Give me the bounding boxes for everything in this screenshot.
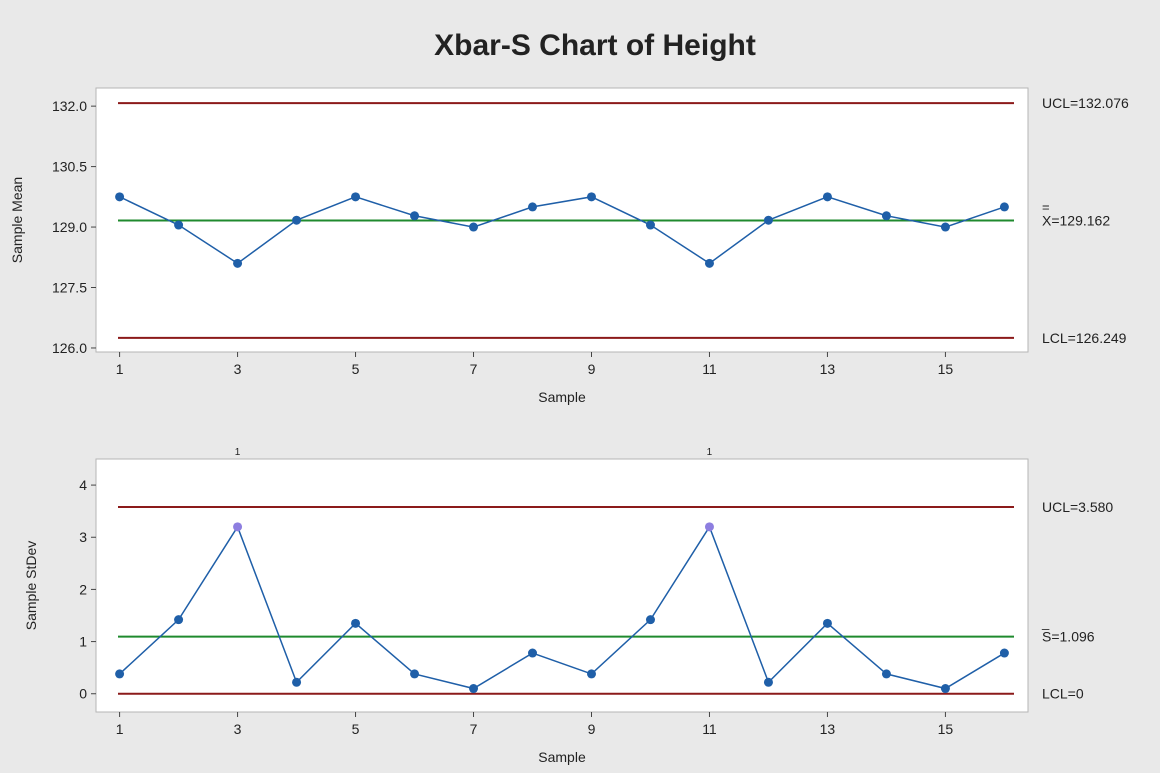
x-tick-label: 13 — [820, 721, 836, 737]
data-point — [999, 648, 1009, 658]
data-point — [292, 677, 302, 687]
y-axis-label: Sample StDev — [23, 541, 39, 630]
x-tick-label: 7 — [470, 361, 478, 377]
data-point — [763, 215, 773, 225]
data-point — [351, 192, 361, 202]
x-tick-label: 11 — [702, 721, 717, 737]
flag-label: 1 — [235, 447, 241, 458]
data-point — [528, 202, 538, 212]
data-point — [115, 669, 125, 679]
x-tick-label: 9 — [588, 721, 596, 737]
y-tick-label: 126.0 — [52, 340, 87, 356]
center-label: X=129.162 — [1042, 213, 1110, 229]
x-tick-label: 3 — [234, 721, 242, 737]
data-point — [174, 220, 184, 230]
data-point — [469, 684, 479, 694]
data-point — [233, 258, 243, 268]
x-axis-label: Sample — [538, 749, 586, 765]
x-tick-label: 5 — [352, 361, 360, 377]
x-tick-label: 5 — [352, 721, 360, 737]
data-point — [999, 202, 1009, 212]
ucl-label: UCL=3.580 — [1042, 499, 1113, 515]
y-tick-label: 3 — [79, 529, 87, 545]
flag-label: 1 — [707, 447, 713, 458]
x-tick-label: 7 — [470, 721, 478, 737]
y-tick-label: 1 — [79, 634, 87, 650]
lcl-label: LCL=0 — [1042, 686, 1084, 702]
y-tick-label: 2 — [79, 581, 87, 597]
x-tick-label: 11 — [702, 361, 717, 377]
y-tick-label: 0 — [79, 686, 87, 702]
lcl-label: LCL=126.249 — [1042, 330, 1127, 346]
data-point — [115, 192, 125, 202]
data-point — [292, 215, 302, 225]
y-axis-label: Sample Mean — [9, 177, 25, 263]
plot-area — [95, 458, 1029, 713]
data-line — [119, 525, 1005, 690]
data-point — [469, 222, 479, 232]
center-bar-symbol: = — [1042, 200, 1050, 215]
data-point — [940, 222, 950, 232]
x-tick-label: 3 — [234, 361, 242, 377]
x-axis-label: Sample — [538, 389, 586, 405]
y-tick-label: 127.5 — [52, 280, 87, 296]
chart-title: Xbar-S Chart of Height — [434, 29, 756, 62]
data-point — [410, 211, 420, 221]
y-tick-label: 4 — [79, 477, 87, 493]
data-point — [822, 618, 832, 628]
data-point — [528, 648, 538, 658]
data-point — [763, 677, 773, 687]
data-point — [704, 258, 714, 268]
data-line — [119, 196, 1005, 265]
data-point — [881, 669, 891, 679]
x-tick-label: 9 — [588, 361, 596, 377]
data-point — [586, 192, 596, 202]
ucl-label: UCL=132.076 — [1042, 95, 1129, 111]
center-label: S=1.096 — [1042, 629, 1095, 645]
x-tick-label: 1 — [116, 361, 124, 377]
x-tick-label: 1 — [116, 721, 124, 737]
data-point — [351, 618, 361, 628]
y-tick-label: 129.0 — [52, 219, 87, 235]
data-point — [822, 192, 832, 202]
data-point — [645, 615, 655, 625]
y-tick-label: 132.0 — [52, 98, 87, 114]
x-tick-label: 13 — [820, 361, 836, 377]
data-point — [174, 615, 184, 625]
x-tick-label: 15 — [938, 361, 954, 377]
data-point — [233, 522, 243, 532]
data-point — [410, 669, 420, 679]
center-bar-symbol: _ — [1041, 616, 1050, 631]
data-point — [940, 684, 950, 694]
x-tick-label: 15 — [938, 721, 954, 737]
data-point — [881, 211, 891, 221]
data-point — [645, 220, 655, 230]
data-point — [704, 522, 714, 532]
data-point — [586, 669, 596, 679]
y-tick-label: 130.5 — [52, 159, 87, 175]
